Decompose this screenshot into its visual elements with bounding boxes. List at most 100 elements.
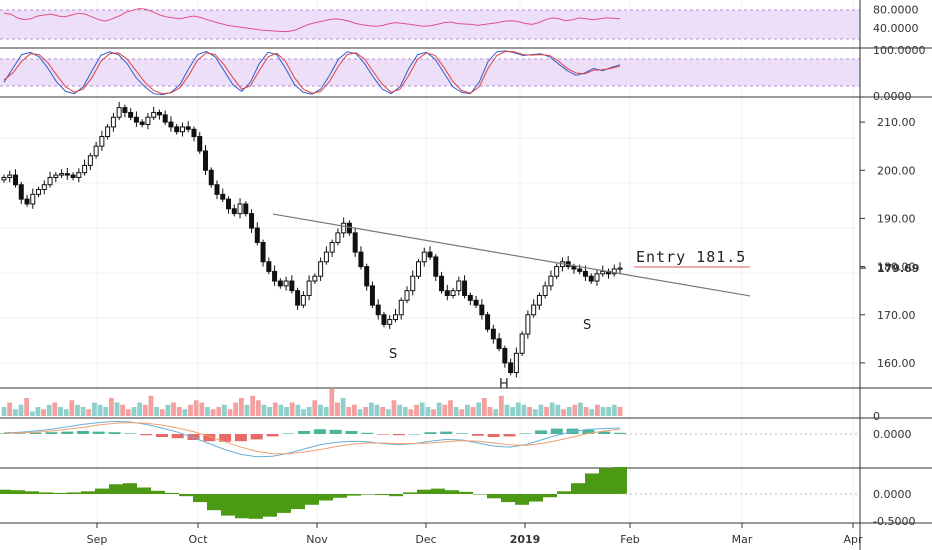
volume-bar: [594, 404, 600, 416]
macd-histogram-bar: [424, 432, 437, 434]
oscillator-bar: [81, 491, 95, 494]
candle-up: [421, 251, 427, 263]
time-axis-label: Dec: [415, 533, 436, 546]
oscillator-pane: 0.0000 -0.5000: [0, 467, 915, 528]
volume-bar: [487, 407, 493, 416]
oscillator-axis-label: 0.0000: [873, 488, 912, 501]
candle-up: [416, 261, 422, 277]
volume-bar: [578, 402, 583, 416]
volume-bar: [515, 402, 521, 416]
time-axis-label: Mar: [732, 533, 753, 546]
candle-up: [87, 155, 93, 166]
oscillator-bar: [347, 494, 361, 496]
volume-bar: [453, 407, 459, 416]
volume-bar: [493, 409, 499, 416]
candle-down: [444, 290, 450, 296]
volume-bar: [182, 409, 188, 416]
candle-down: [571, 266, 577, 270]
candle-down: [13, 174, 19, 186]
macd-histogram-bar: [250, 434, 263, 440]
volume-bar: [561, 409, 566, 416]
candle-up: [525, 314, 531, 335]
volume-bar: [368, 402, 374, 416]
volume-bar: [137, 402, 143, 416]
oscillator-bar: [431, 488, 445, 494]
candle-down: [381, 314, 387, 325]
candle-up: [611, 268, 617, 275]
volume-bar: [611, 404, 617, 416]
candle-down: [485, 314, 491, 330]
volume-bar: [397, 404, 402, 416]
volume-bar: [301, 409, 306, 416]
volume-bar: [154, 407, 159, 416]
price-axis-label: 170.00: [877, 309, 916, 322]
oscillator-bar: [389, 494, 403, 497]
volume-bar: [142, 404, 148, 416]
candle-down: [220, 193, 226, 200]
macd-histogram-bar: [329, 429, 342, 434]
oscillator-bar: [557, 491, 571, 494]
price-axis-label: 200.00: [877, 164, 916, 177]
candle-up: [47, 176, 53, 186]
volume-bar: [63, 409, 69, 416]
candle-down: [467, 294, 473, 301]
candle-up: [341, 222, 347, 234]
candle-down: [202, 150, 208, 171]
oscillator-bar: [543, 494, 557, 498]
volume-bar: [46, 404, 52, 416]
oscillator-bar: [249, 494, 263, 519]
volume-bar: [436, 402, 442, 416]
volume-bar: [210, 409, 216, 416]
candle-down: [473, 299, 479, 306]
volume-bar: [120, 404, 126, 416]
volume-bar: [80, 407, 86, 416]
candle-up: [93, 145, 99, 157]
candle-up: [41, 184, 47, 191]
volume-bar: [572, 404, 578, 416]
volume-bar: [391, 400, 397, 416]
macd-histogram-bar: [392, 434, 405, 436]
macd-histogram-bar: [345, 431, 358, 434]
volume-bar: [532, 409, 538, 416]
macd-histogram-bar: [266, 434, 279, 437]
volume-bar: [408, 409, 414, 416]
candle-up: [237, 203, 243, 215]
volume-bar: [465, 404, 470, 416]
candle-up: [600, 270, 606, 275]
macd-histogram-bar: [282, 433, 295, 434]
candle-up: [300, 294, 306, 306]
candle-up: [531, 304, 537, 316]
candle-down: [249, 213, 255, 229]
candle-up: [323, 251, 329, 263]
macd-histogram-bar: [298, 431, 311, 434]
oscillator-bar: [109, 484, 123, 494]
volume-bar: [544, 407, 549, 416]
candle-up: [542, 285, 548, 296]
price-axis-label: 180.00: [877, 261, 916, 274]
candle-up: [82, 164, 88, 174]
volume-bar: [589, 409, 595, 416]
volume-bar: [402, 407, 408, 416]
rsi-line: [3, 7, 621, 32]
volume-bar: [583, 407, 589, 416]
macd-histogram-bar: [519, 433, 532, 434]
macd-histogram-bar: [503, 434, 516, 437]
volume-bar: [363, 407, 369, 416]
macd-axis-label: 0.0000: [873, 428, 912, 441]
macd-histogram-bar: [440, 431, 453, 434]
macd-histogram-bar: [361, 432, 374, 434]
volume-bar: [510, 407, 516, 416]
candle-down: [174, 126, 180, 133]
volume-bar: [41, 409, 46, 416]
time-axis-label: 2019: [510, 533, 541, 546]
volume-bar: [272, 402, 278, 416]
macd-histogram-bar: [535, 430, 548, 434]
oscillator-bar: [53, 492, 67, 494]
oscillator-bar: [151, 490, 165, 494]
stoch-band: [0, 59, 860, 86]
time-axis-label: Sep: [87, 533, 108, 546]
oscillator-bar: [0, 489, 11, 494]
volume-axis-label: 0: [873, 410, 880, 423]
macd-histogram-bar: [187, 434, 200, 440]
